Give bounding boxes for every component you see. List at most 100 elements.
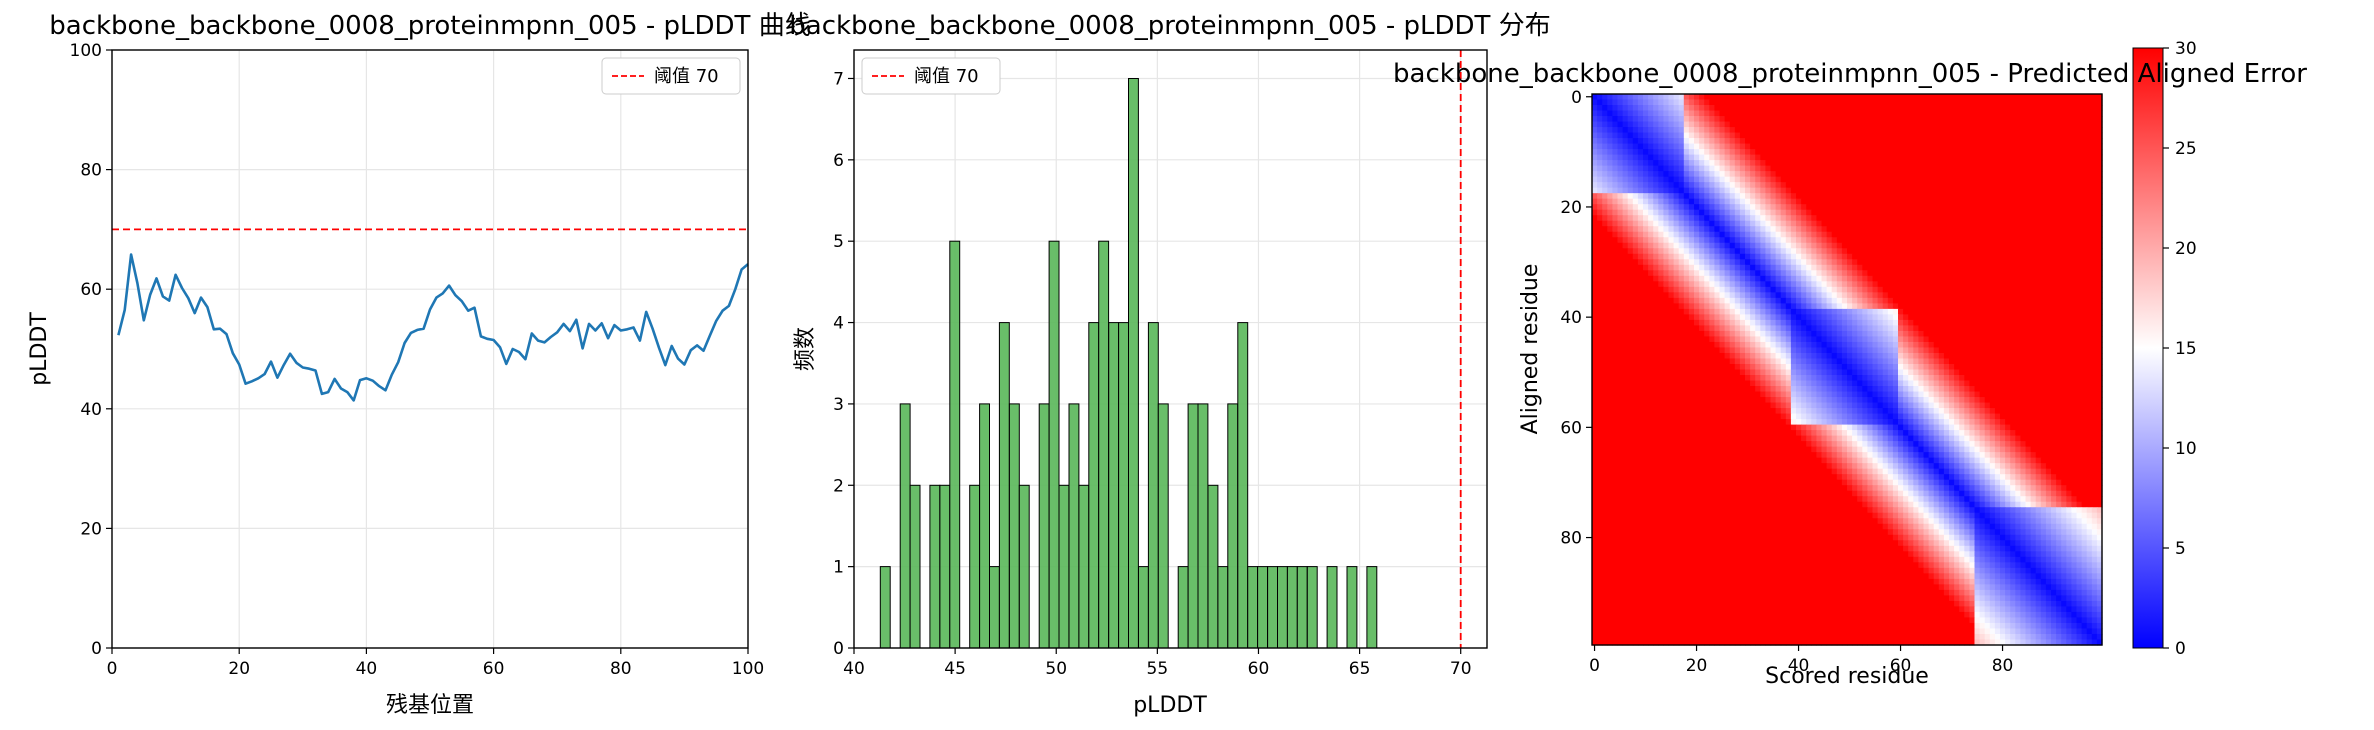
pae-cell [1637, 237, 1644, 244]
pae-cell [1867, 209, 1874, 216]
pae-cell [1933, 138, 1940, 145]
pae-cell [2086, 303, 2093, 310]
pae-cell [1775, 116, 1782, 123]
pae-cell [1847, 319, 1853, 327]
pae-cell [1877, 292, 1884, 299]
pae-cell [1694, 237, 1700, 244]
pae-cell [1943, 105, 1950, 112]
pae-cell [2071, 259, 2078, 266]
pae-cell [1602, 308, 1608, 315]
pae-cell [2040, 171, 2047, 178]
pae-cell [1750, 325, 1756, 332]
pae-cell [1734, 308, 1741, 315]
pae-cell [1745, 319, 1751, 327]
pae-cell [1801, 308, 1807, 315]
pae-cell [2035, 237, 2042, 244]
pae-cell [1678, 138, 1685, 145]
pae-cell [1643, 138, 1649, 145]
pae-cell [2096, 182, 2103, 189]
pae-cell [1994, 303, 2001, 310]
pae-cell [1739, 132, 1746, 139]
pae-cell [1887, 325, 1894, 332]
pae-cell [1872, 303, 1879, 310]
pae-cell [2066, 132, 2072, 139]
pae-cell [2051, 259, 2057, 266]
pae-cell [1714, 105, 1721, 112]
pae-cell [1816, 259, 1823, 266]
histogram-bar [879, 566, 891, 649]
pae-cell [1928, 149, 1935, 156]
pae-cell [1704, 132, 1710, 139]
pae-cell [1648, 226, 1654, 233]
pae-cell [1857, 226, 1863, 233]
pae-cell [1780, 110, 1787, 117]
pae-cell [2045, 220, 2052, 227]
pae-cell [1938, 341, 1945, 349]
pae-cell [1943, 237, 1950, 244]
pae-cell [1729, 187, 1736, 194]
y-tick-label: 20 [80, 519, 102, 539]
pae-cell [1688, 127, 1695, 134]
pae-cell [1974, 99, 1981, 106]
pae-cell [1622, 358, 1629, 365]
pae-cell [1943, 149, 1950, 156]
pae-cell [1887, 187, 1894, 194]
pae-cell [2015, 127, 2021, 134]
histogram-bar [998, 322, 1010, 649]
pae-cell [1877, 297, 1884, 304]
pae-cell [1811, 138, 1817, 145]
pae-cell [1637, 341, 1644, 349]
pae-cell [1739, 116, 1746, 123]
pae-cell [1688, 143, 1695, 150]
pae-cell [1785, 341, 1792, 349]
pae-cell [1943, 165, 1950, 172]
pae-cell [1882, 303, 1889, 310]
pae-cell [1648, 264, 1654, 271]
pae-cell [1597, 319, 1603, 327]
pae-cell [1969, 226, 1976, 233]
pae-cell [1632, 105, 1639, 112]
pae-cell [1739, 237, 1746, 244]
pae-cell [1719, 226, 1726, 233]
pae-cell [1729, 231, 1736, 238]
pae-cell [1943, 143, 1950, 150]
pae-cell [1745, 182, 1751, 189]
pae-cell [1994, 264, 2001, 271]
pae-cell [1627, 105, 1634, 112]
pae-cell [1872, 193, 1879, 200]
pae-cell [1826, 314, 1833, 321]
pae-cell [1745, 281, 1751, 288]
pae-cell [1643, 281, 1649, 288]
pae-cell [1903, 215, 1909, 222]
pae-cell [1847, 341, 1853, 349]
pae-cell [1617, 209, 1624, 216]
pae-cell [1648, 204, 1654, 211]
pae-cell [1857, 121, 1863, 128]
pae-cell [1821, 127, 1828, 134]
pae-cell [2020, 127, 2027, 134]
pae-cell [2086, 176, 2093, 183]
pae-cell [1724, 308, 1731, 315]
pae-cell [1683, 308, 1690, 315]
pae-cell [1821, 319, 1828, 327]
pae-cell [2045, 270, 2052, 277]
pae-cell [1739, 303, 1746, 310]
pae-cell [1643, 143, 1649, 150]
pae-cell [1648, 176, 1654, 183]
pae-cell [1811, 160, 1817, 167]
histogram-bar [1187, 403, 1199, 649]
pae-cell [1852, 143, 1858, 150]
pae-cell [2066, 347, 2072, 354]
pae-cell [1928, 281, 1935, 288]
pae-cell [1632, 209, 1639, 216]
pae-cell [1765, 138, 1772, 145]
pae-cell [1602, 105, 1608, 112]
pae-cell [1724, 127, 1731, 134]
pae-cell [2076, 165, 2083, 172]
pae-cell [1612, 248, 1619, 255]
pae-cell [2000, 275, 2006, 282]
pae-cell [1790, 253, 1797, 260]
pae-cell [1627, 314, 1634, 321]
pae-cell [2066, 121, 2072, 128]
pae-cell [1729, 264, 1736, 271]
